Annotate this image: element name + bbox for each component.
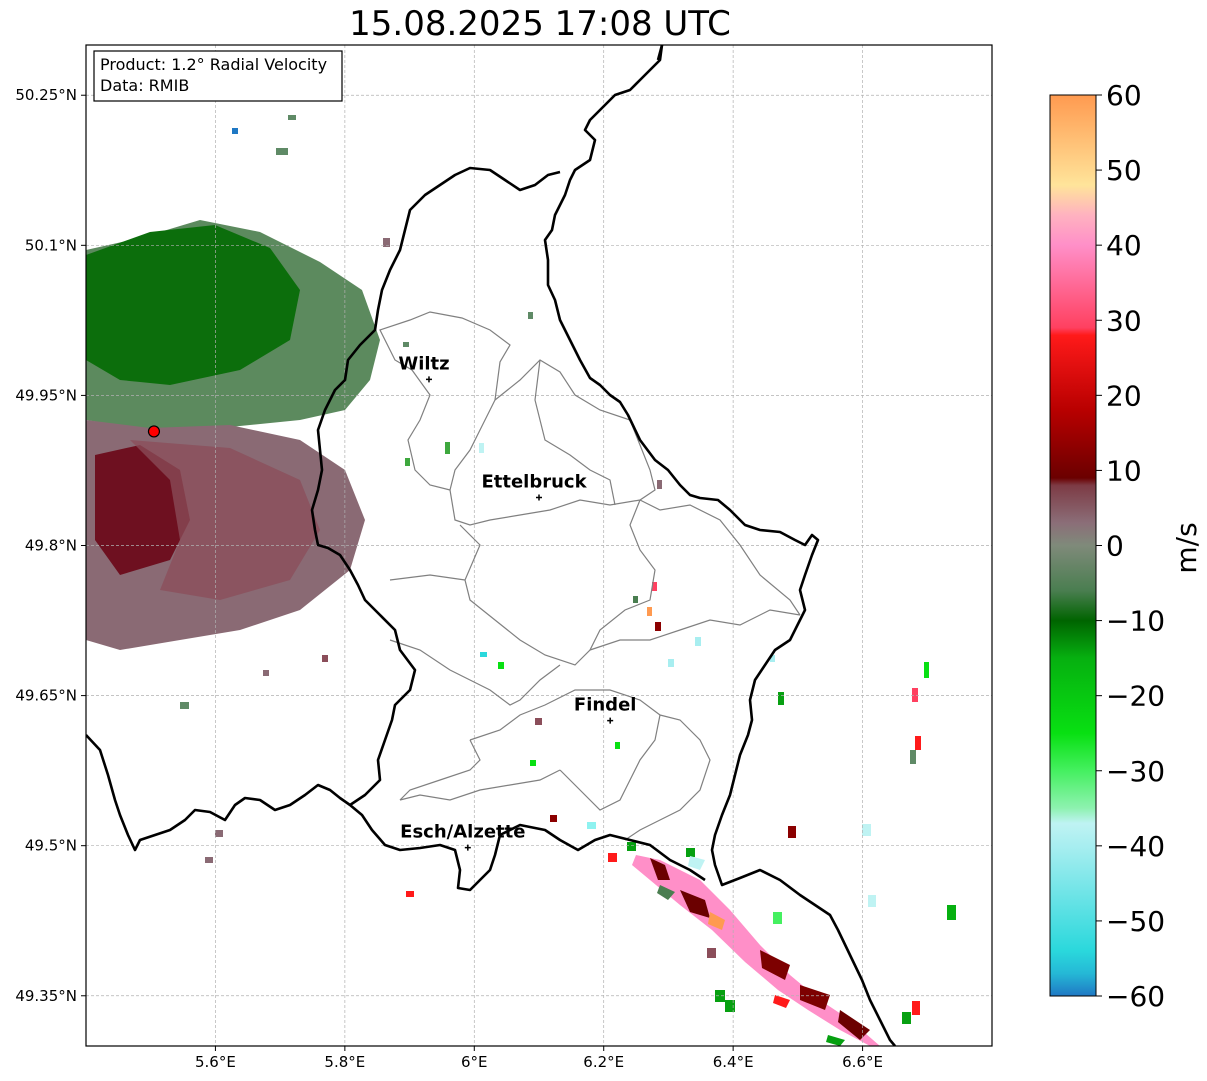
lat-tick-label: 50.25°N — [15, 86, 77, 104]
radar-site-marker[interactable] — [147, 425, 161, 438]
colorbar-tick-label: 40 — [1106, 229, 1142, 262]
city-marker — [536, 494, 542, 501]
latitude-ticks: 50.25°N 50.1°N 49.95°N 49.8°N 49.65°N 49.5°N 4… — [15, 86, 86, 1005]
colorbar-tick-label: −40 — [1106, 830, 1165, 863]
colorbar-tick-label: 60 — [1106, 79, 1142, 112]
receding-velocity-mid — [130, 440, 320, 600]
colorbar-tick-label: −10 — [1106, 605, 1165, 638]
lon-tick-label: 6.2°E — [583, 1053, 624, 1071]
lat-tick-label: 49.95°N — [15, 386, 77, 404]
city-marker — [464, 844, 471, 851]
lat-tick-label: 49.65°N — [15, 687, 77, 705]
lat-tick-label: 49.8°N — [25, 537, 77, 555]
colorbar-tick-label: −20 — [1106, 680, 1165, 713]
france-belgium-border — [86, 734, 351, 852]
approaching-velocity-core — [86, 225, 300, 385]
city-marker — [607, 717, 614, 724]
city-markers: Wiltz Ettelbruck Findel Esch/Alzette — [398, 353, 637, 851]
city-label: Wiltz — [398, 353, 449, 374]
luxembourg-west-border — [310, 166, 706, 892]
colorbar-tick-label: 10 — [1106, 454, 1142, 487]
colorbar-ticks: 60 50 40 30 20 10 0 −10 −20 −30 −40 −50 −60 — [1096, 79, 1165, 1013]
colorbar-tick-label: 30 — [1106, 304, 1142, 337]
lon-tick-label: 6°E — [461, 1053, 488, 1071]
lon-tick-label: 6.6°E — [842, 1053, 883, 1071]
country-borders — [86, 45, 896, 1046]
lon-tick-label: 6.4°E — [713, 1053, 754, 1071]
colorbar-tick-label: 20 — [1106, 379, 1142, 412]
squall-line — [632, 855, 880, 1046]
city-marker — [425, 376, 432, 383]
colorbar-tick-label: 50 — [1106, 154, 1142, 187]
info-box: Product: 1.2° Radial Velocity Data: RMIB — [93, 50, 343, 102]
lon-tick-label: 5.6°E — [195, 1053, 236, 1071]
longitude-ticks: 5.6°E 5.8°E 6°E 6.2°E 6.4°E 6.6°E — [195, 1046, 883, 1071]
receding-velocity-core — [95, 445, 190, 575]
colorbar-tick-label: −60 — [1106, 980, 1165, 1013]
colorbar-tick-label: 0 — [1106, 530, 1124, 563]
colorbar-label: m/s — [1170, 522, 1203, 573]
lat-tick-label: 49.5°N — [25, 837, 77, 855]
colorbar-gradient — [1049, 94, 1097, 997]
city-label: Findel — [574, 695, 637, 716]
gridlines — [86, 45, 992, 1046]
city-label: Esch/Alzette — [400, 822, 525, 843]
canton-boundaries — [379, 311, 801, 841]
colorbar-tick-label: −30 — [1106, 755, 1165, 788]
map-title: 15.08.2025 17:08 UTC — [349, 4, 731, 44]
radar-echoes — [86, 115, 956, 1046]
lon-tick-label: 5.8°E — [324, 1053, 365, 1071]
city-label: Ettelbruck — [481, 471, 587, 492]
info-data-source: Data: RMIB — [100, 76, 189, 95]
colorbar-tick-label: −50 — [1106, 905, 1165, 938]
lat-tick-label: 50.1°N — [25, 236, 77, 254]
echo-speckles — [180, 115, 956, 1024]
colorbar: 60 50 40 30 20 10 0 −10 −20 −30 −40 −50 −60 m/s — [1049, 79, 1203, 1013]
lat-tick-label: 49.35°N — [15, 987, 77, 1005]
info-product: Product: 1.2° Radial Velocity — [100, 55, 327, 74]
luxembourg-border — [543, 45, 896, 1046]
